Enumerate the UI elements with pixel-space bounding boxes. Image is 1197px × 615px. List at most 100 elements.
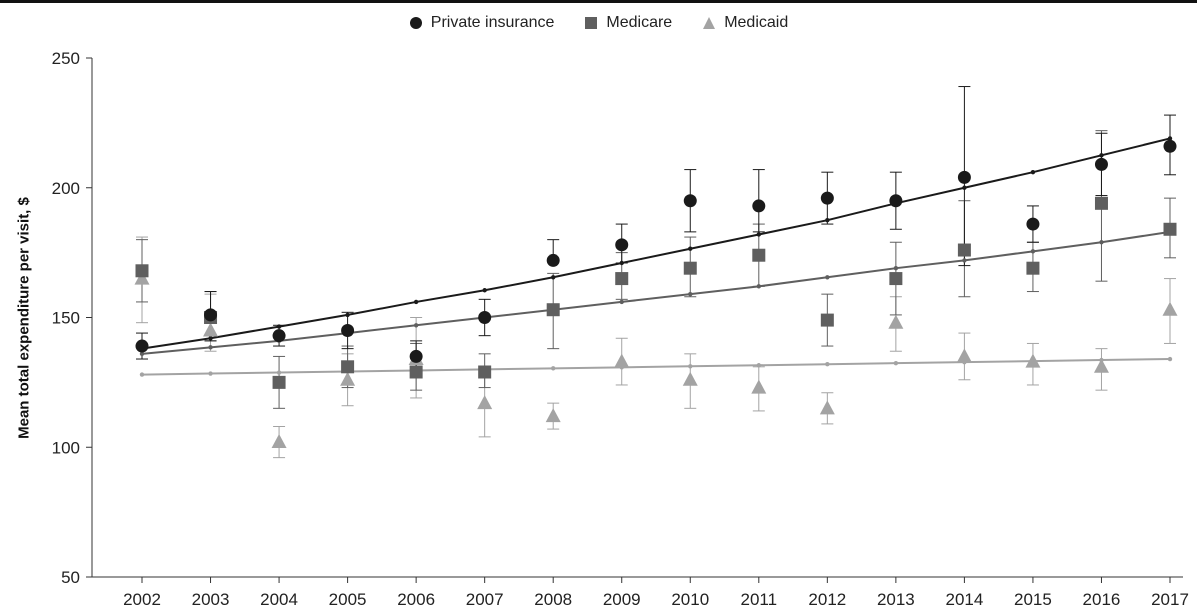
medicaid-data-point xyxy=(751,379,767,394)
private-insurance-trend-point xyxy=(1030,169,1036,175)
y-tick-label: 50 xyxy=(61,568,80,587)
private-insurance-data-point xyxy=(1163,139,1177,153)
medicare-data-point xyxy=(957,243,971,257)
private-insurance-data-point xyxy=(820,191,834,205)
medicare-trend-point xyxy=(619,299,624,305)
medicare-data-point xyxy=(615,272,629,286)
legend-label-private-insurance: Private insurance xyxy=(430,14,555,31)
medicare-trend-point xyxy=(1099,240,1104,245)
private-insurance-data-point xyxy=(1026,217,1040,231)
medicaid-trend-point xyxy=(688,364,693,369)
x-tick-label: 2014 xyxy=(945,590,983,609)
medicare-data-point xyxy=(1163,222,1177,236)
medicare-trend-point xyxy=(139,351,145,357)
circle-marker-icon xyxy=(409,17,422,29)
x-tick-label: 2015 xyxy=(1014,590,1052,609)
medicaid-data-point xyxy=(340,371,356,386)
medicaid-trend-point xyxy=(139,372,145,377)
private-insurance-trend-line xyxy=(141,137,1171,350)
private-insurance-trend-point xyxy=(482,288,487,293)
medicare-trend-point xyxy=(413,323,419,328)
x-tick-label: 2003 xyxy=(192,590,230,609)
medicaid-data-point xyxy=(1025,353,1041,368)
medicaid-data-point xyxy=(682,371,698,386)
x-tick-label: 2007 xyxy=(466,590,504,609)
medicare-trend-point xyxy=(756,284,761,289)
medicaid-trend-point xyxy=(276,370,282,375)
private-insurance-trend-point xyxy=(825,217,830,223)
private-insurance-trend-point xyxy=(688,246,693,251)
medicaid-trend-point xyxy=(1167,356,1173,362)
x-tick-label: 2016 xyxy=(1083,590,1121,609)
x-tick-label: 2006 xyxy=(397,590,435,609)
medicare-trend-point xyxy=(962,258,967,263)
legend-label-medicaid: Medicaid xyxy=(724,14,789,31)
medicare-data-point xyxy=(409,365,423,379)
private-insurance-data-point xyxy=(752,199,766,213)
private-insurance-data-point xyxy=(135,339,149,353)
medicare-data-point xyxy=(546,303,560,317)
medicaid-data-point xyxy=(888,314,904,329)
private-insurance-trend-point xyxy=(345,312,350,318)
private-insurance-trend-point xyxy=(276,324,282,329)
x-tick-label: 2002 xyxy=(123,590,161,609)
medicare-trend-point xyxy=(1030,249,1036,254)
private-insurance-trend-point xyxy=(619,260,624,266)
medicaid-data-point xyxy=(203,322,219,337)
legend-label-medicare: Medicare xyxy=(606,14,673,31)
private-insurance-trend-point xyxy=(208,336,213,341)
x-tick-label: 2008 xyxy=(534,590,572,609)
medicaid-data-point xyxy=(477,395,493,410)
legend-item-medicare: Medicare xyxy=(584,14,672,32)
medicaid-data-point xyxy=(614,353,630,368)
legend-item-private-insurance: Private insurance xyxy=(409,14,555,32)
y-tick-label: 100 xyxy=(52,438,80,457)
medicaid-data-point xyxy=(1162,301,1178,316)
private-insurance-data-point xyxy=(409,349,423,363)
medicaid-data-point xyxy=(819,400,835,415)
private-insurance-data-point xyxy=(889,194,903,208)
private-insurance-data-point xyxy=(204,308,218,322)
top-border-rule xyxy=(0,0,1197,3)
medicare-data-point xyxy=(820,313,834,327)
medicaid-trend-point xyxy=(893,360,899,366)
private-insurance-data-point xyxy=(1094,157,1108,171)
medicare-trend-point xyxy=(825,275,830,280)
medicare-trend-line xyxy=(141,230,1171,355)
private-insurance-data-point xyxy=(683,194,697,208)
private-insurance-trend-point xyxy=(962,185,967,190)
y-tick-label: 150 xyxy=(52,309,80,328)
medicare-trend-point xyxy=(208,345,213,350)
private-insurance-data-point xyxy=(615,238,629,252)
medicaid-data-point xyxy=(1093,358,1109,373)
medicaid-data-point xyxy=(956,348,972,363)
x-tick-label: 2013 xyxy=(877,590,915,609)
private-insurance-trend-point xyxy=(551,275,556,280)
y-tick-label: 250 xyxy=(52,49,80,68)
medicare-data-point xyxy=(752,248,766,262)
y-tick-label: 200 xyxy=(52,179,80,198)
medicare-data-point xyxy=(272,375,286,389)
legend-item-medicaid: Medicaid xyxy=(702,14,788,32)
x-tick-label: 2010 xyxy=(671,590,709,609)
medicare-data-point xyxy=(889,272,903,286)
medicare-data-point xyxy=(1026,261,1040,275)
private-insurance-trend-point xyxy=(1099,153,1104,158)
medicaid-trend-point xyxy=(208,371,213,376)
medicare-trend-point xyxy=(893,265,899,271)
medicaid-data-point xyxy=(545,408,561,423)
medicaid-data-point xyxy=(271,434,287,449)
x-tick-label: 2004 xyxy=(260,590,298,609)
chart-legend: Private insurance Medicare Medicaid xyxy=(0,14,1197,32)
private-insurance-data-point xyxy=(341,323,355,337)
medicare-trend-point xyxy=(688,291,693,297)
medicare-data-point xyxy=(341,360,355,374)
x-tick-label: 2011 xyxy=(741,590,778,609)
square-marker-icon xyxy=(585,17,598,29)
medicare-data-point xyxy=(683,261,697,275)
medicare-data-point xyxy=(478,365,492,379)
medicaid-trend-point xyxy=(756,363,761,368)
private-insurance-data-point xyxy=(478,311,492,324)
medicaid-data-point xyxy=(134,270,150,285)
